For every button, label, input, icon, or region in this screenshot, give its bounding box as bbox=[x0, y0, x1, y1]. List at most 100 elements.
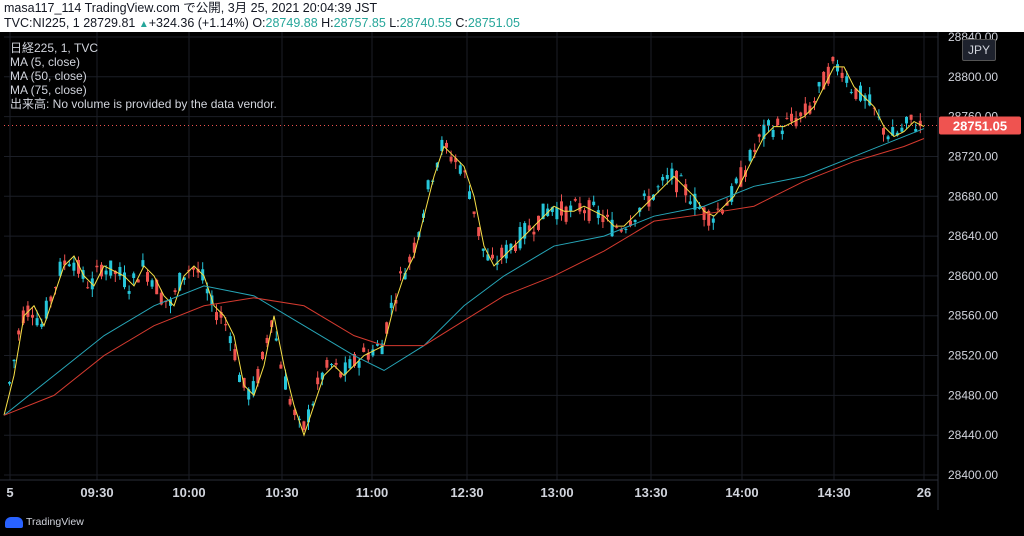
candle-body bbox=[776, 118, 780, 126]
candle-body bbox=[840, 72, 844, 78]
candle-body bbox=[228, 336, 232, 344]
x-tick-label: 13:00 bbox=[540, 485, 573, 500]
y-tick-label: 28640.00 bbox=[948, 229, 998, 243]
candle-body bbox=[472, 211, 476, 214]
candle-body bbox=[569, 205, 573, 212]
candle-body bbox=[468, 191, 471, 199]
candle-body bbox=[716, 208, 720, 210]
candle-body bbox=[711, 218, 715, 223]
x-tick-label: 11:00 bbox=[356, 485, 389, 500]
candle-body bbox=[799, 112, 803, 117]
candle-body bbox=[173, 290, 177, 292]
legend-ma5[interactable]: MA (5, close) bbox=[10, 55, 81, 69]
candle-body bbox=[339, 372, 343, 378]
candle-body bbox=[780, 130, 784, 135]
candle-body bbox=[555, 207, 559, 220]
x-tick-label: 14:30 bbox=[817, 485, 850, 500]
candle-body bbox=[380, 343, 384, 355]
publish-info: masa117_114 TradingView.com で公開, 3月 25, … bbox=[4, 1, 378, 15]
candle-body bbox=[481, 248, 485, 251]
candle-body bbox=[265, 337, 269, 344]
legend-title: 日経225, 1, TVC bbox=[10, 41, 99, 55]
candle-body bbox=[21, 310, 25, 324]
candle-body bbox=[270, 320, 274, 328]
candle-body bbox=[638, 207, 642, 212]
candle-body bbox=[882, 128, 885, 135]
candle-body bbox=[509, 243, 513, 251]
legend-ma50[interactable]: MA (50, close) bbox=[10, 69, 87, 83]
candle-body bbox=[256, 369, 260, 384]
candle-body bbox=[399, 271, 402, 274]
candle-body bbox=[403, 272, 407, 280]
candle-body bbox=[918, 120, 922, 127]
candle-body bbox=[583, 210, 586, 214]
ma75-line bbox=[3, 138, 925, 416]
candle-body bbox=[35, 318, 39, 326]
candle-body bbox=[500, 247, 504, 258]
price-chart[interactable]: 28400.00 28440.00 28480.00 28520.00 28560.00… bbox=[0, 32, 1024, 536]
currency-button[interactable]: JPY bbox=[962, 39, 996, 61]
legend-ma75[interactable]: MA (75, close) bbox=[10, 83, 87, 97]
candle-body bbox=[573, 199, 577, 201]
candle-body bbox=[426, 180, 430, 190]
last-price-badge bbox=[939, 116, 1021, 135]
candle-body bbox=[279, 364, 283, 369]
candle-body bbox=[734, 178, 738, 184]
candle-body bbox=[67, 264, 71, 267]
candle-body bbox=[224, 324, 228, 326]
candle-body bbox=[274, 338, 278, 341]
x-tick-label: 10:00 bbox=[172, 485, 205, 500]
candle-body bbox=[242, 377, 246, 388]
candle-body bbox=[486, 254, 490, 261]
candle-body bbox=[95, 265, 99, 268]
x-tick-label: 12:30 bbox=[450, 485, 483, 500]
candle-body bbox=[284, 376, 287, 390]
high-value: 28757.85 bbox=[333, 16, 386, 30]
y-tick-label: 28680.00 bbox=[948, 189, 998, 203]
x-tick-label: 5 bbox=[6, 485, 13, 500]
candle-body bbox=[656, 186, 660, 188]
candle-body bbox=[385, 322, 389, 334]
candle-body bbox=[463, 170, 467, 173]
y-tick-label: 28840.00 bbox=[948, 32, 998, 44]
candle-body bbox=[251, 381, 255, 395]
candle-body bbox=[909, 114, 913, 120]
candle-body bbox=[316, 377, 320, 385]
candle-body bbox=[302, 421, 306, 430]
candle-body bbox=[86, 287, 90, 289]
candle-body bbox=[670, 168, 674, 180]
candle-body bbox=[587, 200, 591, 221]
candle-body bbox=[353, 354, 356, 366]
candle-body bbox=[886, 136, 890, 140]
candle-body bbox=[412, 242, 416, 253]
candle-body bbox=[31, 314, 34, 318]
candle-body bbox=[707, 211, 711, 226]
candle-body bbox=[596, 210, 600, 218]
low-value: 28740.55 bbox=[399, 16, 452, 30]
candle-body bbox=[564, 206, 568, 222]
y-tick-label: 28600.00 bbox=[948, 269, 998, 283]
chart-area[interactable]: 28400.00 28440.00 28480.00 28520.00 28560.00… bbox=[0, 32, 1024, 536]
candle-body bbox=[675, 170, 678, 193]
candle-body bbox=[831, 56, 835, 62]
candle-body bbox=[739, 167, 743, 187]
candle-body bbox=[77, 259, 80, 274]
candle-body bbox=[826, 66, 830, 84]
candle-body bbox=[63, 260, 67, 265]
ma50-line bbox=[3, 128, 925, 416]
candle-body bbox=[182, 277, 186, 280]
candle-body bbox=[288, 398, 292, 405]
candle-body bbox=[8, 382, 11, 384]
candle-body bbox=[348, 359, 352, 369]
candle-body bbox=[54, 287, 57, 289]
tradingview-brand[interactable]: TradingView bbox=[5, 516, 84, 528]
y-tick-label: 28800.00 bbox=[948, 70, 998, 84]
candle-body bbox=[688, 201, 692, 204]
candle-body bbox=[104, 270, 108, 275]
candle-body bbox=[698, 207, 701, 209]
candle-body bbox=[813, 100, 816, 103]
candle-body bbox=[44, 300, 48, 319]
candle-body bbox=[849, 91, 853, 93]
candle-body bbox=[767, 120, 770, 126]
candle-body bbox=[141, 260, 145, 267]
